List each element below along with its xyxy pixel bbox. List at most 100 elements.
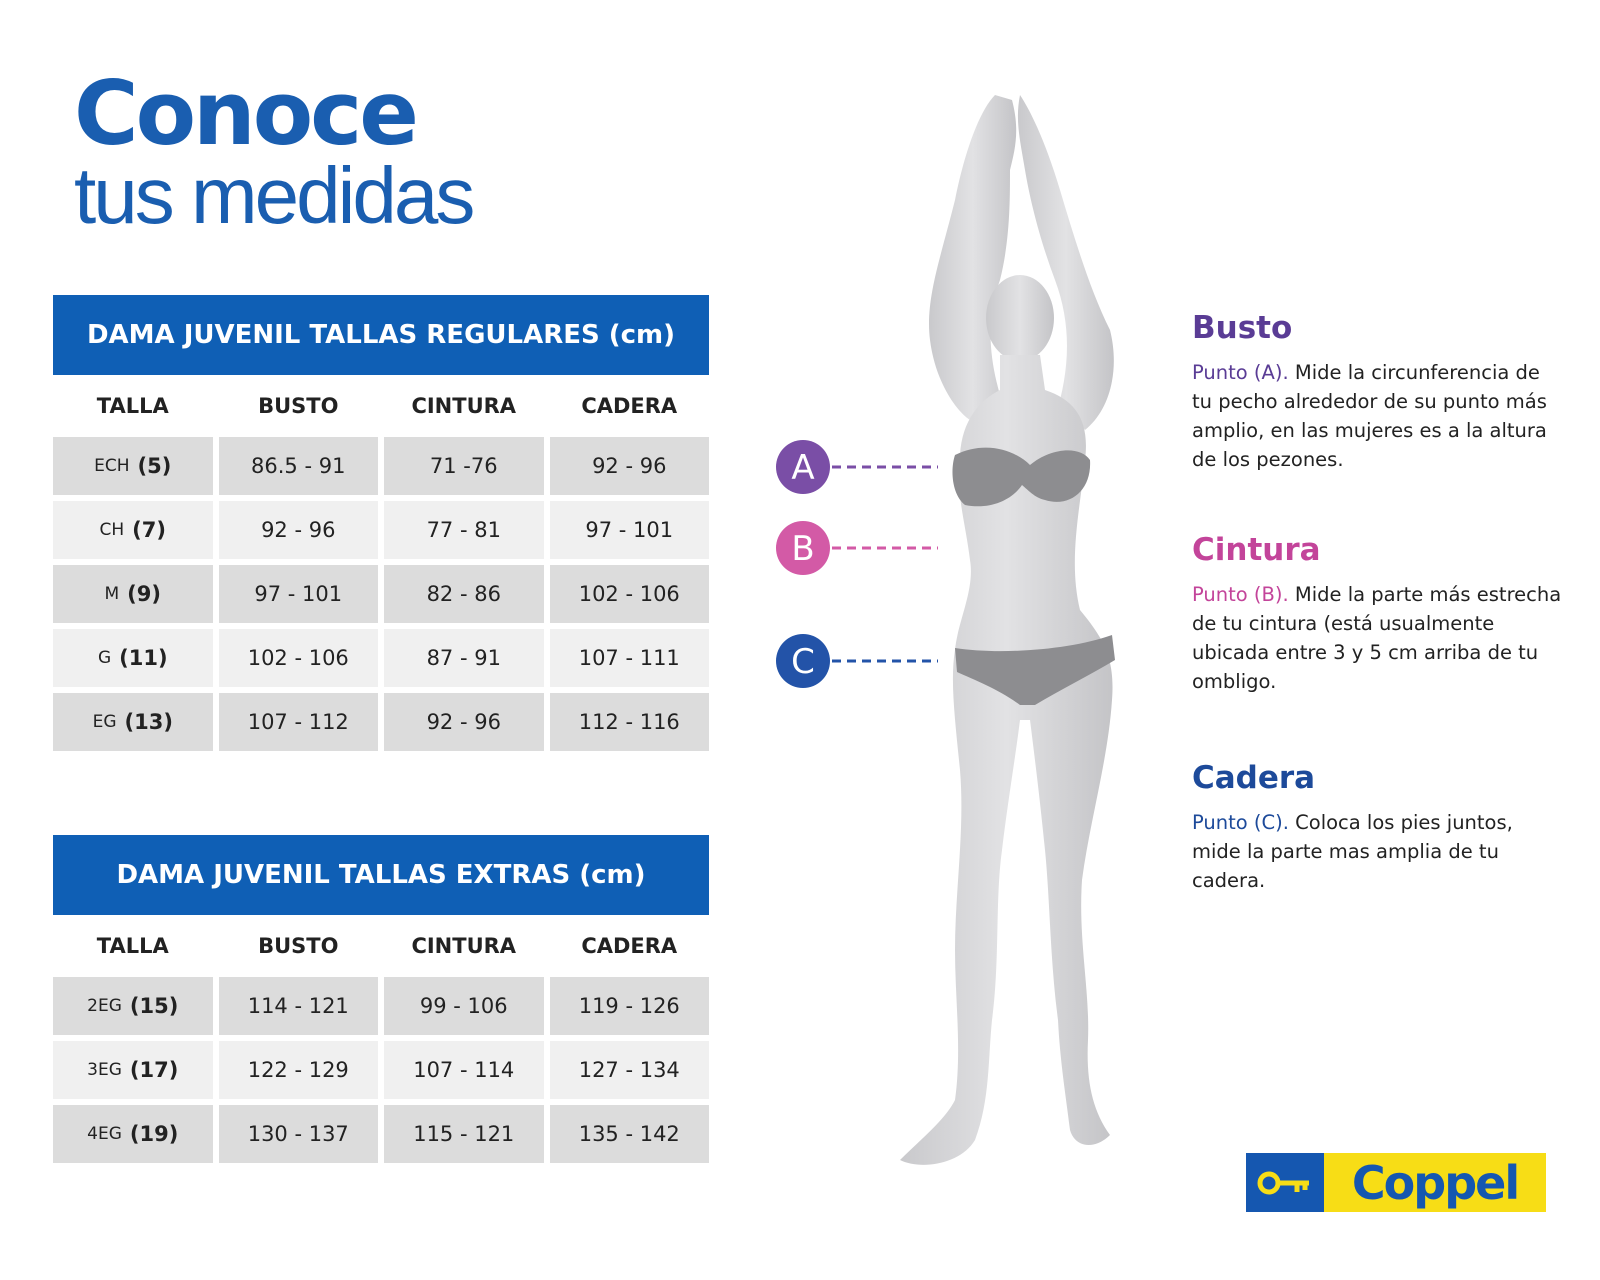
top-garment [952, 447, 1091, 507]
cell: 92 - 96 [384, 693, 544, 751]
table-row: EG (13) 107 - 112 92 - 96 112 - 116 [53, 693, 709, 751]
size-number: (13) [124, 710, 173, 734]
measure-description: Mide la parte más estrecha de tu cintura… [1192, 583, 1562, 693]
measure-title: Cadera [1192, 760, 1316, 796]
size-number: (7) [132, 518, 166, 542]
cell: 107 - 111 [549, 629, 709, 687]
cell: ECH (5) [53, 437, 213, 495]
table-row: 4EG (19) 130 - 137 115 - 121 135 - 142 [53, 1105, 709, 1163]
cell: 97 - 101 [218, 565, 378, 623]
cell: 97 - 101 [549, 501, 709, 559]
table-row: CH (7) 92 - 96 77 - 81 97 - 101 [53, 501, 709, 559]
cell: 87 - 91 [384, 629, 544, 687]
cell: CH (7) [53, 501, 213, 559]
cell: 119 - 126 [549, 977, 709, 1035]
measure-point: Punto (B). [1192, 583, 1289, 606]
bottom-garment [955, 635, 1115, 705]
cell: 114 - 121 [218, 977, 378, 1035]
cell: 122 - 129 [218, 1041, 378, 1099]
size-label: 3EG [87, 1060, 122, 1080]
size-number: (15) [129, 994, 179, 1018]
table-row: M (9) 97 - 101 82 - 86 102 - 106 [53, 565, 709, 623]
table-header: TALLA BUSTO CINTURA CADERA [53, 915, 709, 977]
measure: Busto Punto (A). Mide la circunferencia d… [1192, 310, 1562, 474]
cell: 92 - 96 [218, 501, 378, 559]
column-header: TALLA [96, 394, 169, 418]
cell: 107 - 114 [384, 1041, 544, 1099]
logo-key [1246, 1153, 1324, 1212]
size-number: (9) [127, 582, 161, 606]
marker [776, 634, 830, 688]
measure-title: Cintura [1192, 532, 1321, 568]
table-title: DAMA JUVENIL TALLAS REGULARES (cm) [53, 295, 709, 375]
cell: 82 - 86 [384, 565, 544, 623]
table-row: 3EG (17) 122 - 129 107 - 114 127 - 134 [53, 1041, 709, 1099]
cell: 135 - 142 [549, 1105, 709, 1163]
size-label: 2EG [87, 996, 122, 1016]
measure: Cadera Punto (C). Coloca los pies juntos,… [1192, 760, 1562, 895]
logo-text: Coppel [1324, 1153, 1546, 1212]
measure-point: Punto (A). [1192, 361, 1289, 384]
key-icon [1257, 1171, 1309, 1194]
cell: 99 - 106 [384, 977, 544, 1035]
body-silhouette [900, 95, 1114, 1165]
size-label: 4EG [87, 1124, 122, 1144]
table-row: 2EG (15) 114 - 121 99 - 106 119 - 126 [53, 977, 709, 1035]
table-title: DAMA JUVENIL TALLAS EXTRAS (cm) [53, 835, 709, 915]
cell: 86.5 - 91 [218, 437, 378, 495]
cell: 71 -76 [384, 437, 544, 495]
column-header: CINTURA [411, 934, 517, 958]
cell: 102 - 106 [218, 629, 378, 687]
marker-label: C [791, 642, 815, 682]
cell: 112 - 116 [549, 693, 709, 751]
cell: 130 - 137 [218, 1105, 378, 1163]
marker-label: A [791, 448, 814, 488]
column-header: BUSTO [258, 934, 339, 958]
column-header: CADERA [581, 934, 678, 958]
subtitle: tus medidas [74, 151, 475, 240]
measure-text: Punto (B). Mide la parte más estrecha de… [1192, 580, 1562, 696]
column-header: CADERA [581, 394, 678, 418]
measure-description: Mide la circunferencia de tu pecho alred… [1192, 361, 1547, 471]
cell: 4EG (19) [53, 1105, 213, 1163]
cell: 3EG (17) [53, 1041, 213, 1099]
column-header: CINTURA [411, 394, 517, 418]
size-number: (11) [119, 646, 168, 670]
cell: 107 - 112 [218, 693, 378, 751]
column-header: TALLA [96, 934, 169, 958]
measure-text: Punto (C). Coloca los pies juntos, mide … [1192, 808, 1562, 895]
size-number: (19) [129, 1122, 179, 1146]
size-number: (17) [129, 1058, 179, 1082]
cell: 2EG (15) [53, 977, 213, 1035]
cell: M (9) [53, 565, 213, 623]
cell: 92 - 96 [549, 437, 709, 495]
marker-label: B [791, 529, 814, 569]
cell: 102 - 106 [549, 565, 709, 623]
cell: 77 - 81 [384, 501, 544, 559]
cell: 127 - 134 [549, 1041, 709, 1099]
size-label: M [104, 584, 120, 604]
cell: G (11) [53, 629, 213, 687]
measure-description: Coloca los pies juntos, mide la parte ma… [1192, 811, 1513, 892]
cell: EG (13) [53, 693, 213, 751]
measure-text: Punto (A). Mide la circunferencia de tu … [1192, 358, 1562, 474]
measure-point: Punto (C). [1192, 811, 1289, 834]
title: Conoce [74, 62, 419, 165]
size-label: ECH [94, 456, 130, 476]
cell: 115 - 121 [384, 1105, 544, 1163]
size-label: G [97, 648, 112, 668]
table-row: G (11) 102 - 106 87 - 91 107 - 111 [53, 629, 709, 687]
table-row: ECH (5) 86.5 - 91 71 -76 92 - 96 [53, 437, 709, 495]
logo: Coppel [1246, 1153, 1546, 1212]
column-header: BUSTO [258, 394, 339, 418]
measure-title: Busto [1192, 310, 1293, 346]
size-table: DAMA JUVENIL TALLAS EXTRAS (cm) TALLA BUST… [53, 835, 709, 1169]
size-table: DAMA JUVENIL TALLAS REGULARES (cm) TALLA B… [53, 295, 709, 757]
marker [776, 521, 830, 575]
measure: Cintura Punto (B). Mide la parte más estr… [1192, 532, 1562, 696]
size-number: (5) [137, 454, 172, 478]
size-label: CH [99, 520, 125, 540]
